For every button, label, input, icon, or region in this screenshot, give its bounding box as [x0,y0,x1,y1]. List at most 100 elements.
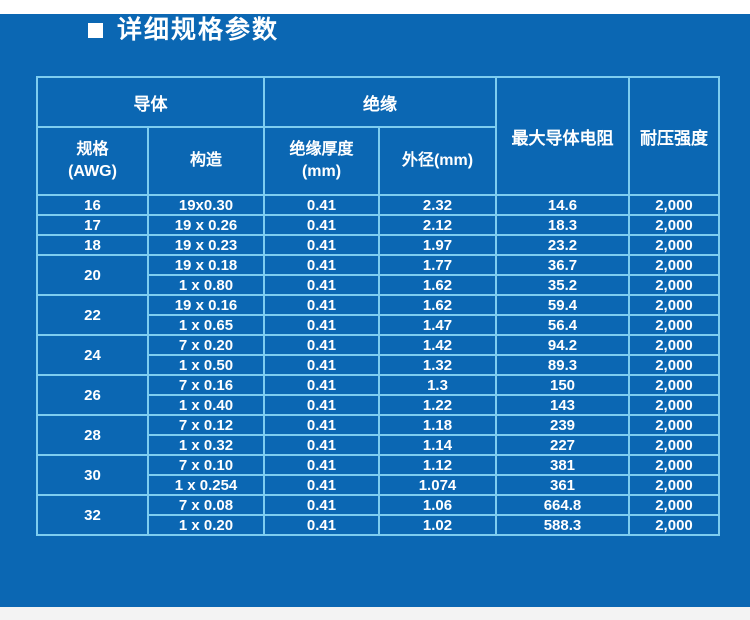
table-cell: 7 x 0.20 [147,334,265,356]
table-cell: 1.22 [378,394,497,416]
table-cell: 2,000 [628,394,720,416]
table-row: 1 x 0.80 0.41 1.62 35.2 2,000 [37,274,720,296]
table-cell: 59.4 [495,294,630,316]
table-cell: 89.3 [495,354,630,376]
table-cell: 0.41 [263,514,380,536]
table-cell: 19 x 0.16 [147,294,265,316]
table-cell: 2,000 [628,334,720,356]
table-cell: 0.41 [263,354,380,376]
table-cell: 0.41 [263,314,380,336]
table-cell: 588.3 [495,514,630,536]
table-cell: 0.41 [263,494,380,516]
subheader-construction: 构造 [147,126,265,196]
header-max-resistance: 最大导体电阻 [495,76,630,196]
table-cell: 1.3 [378,374,497,396]
table-cell: 19x0.30 [147,194,265,216]
subheader-spec-awg: 规格 (AWG) [36,126,149,196]
table-cell: 381 [495,454,630,476]
table-cell: 1.42 [378,334,497,356]
table-cell: 7 x 0.08 [147,494,265,516]
table-cell: 1.47 [378,314,497,336]
table-cell: 1 x 0.254 [147,474,265,496]
table-cell: 1.02 [378,514,497,536]
table-cell: 18.3 [495,214,630,236]
table-cell: 239 [495,414,630,436]
table-cell: 2.32 [378,194,497,216]
table-cell: 1 x 0.40 [147,394,265,416]
table-cell: 1.97 [378,234,497,256]
table-cell: 2,000 [628,234,720,256]
table-cell: 1 x 0.80 [147,274,265,296]
table-row: 26 7 x 0.16 0.41 1.3 150 2,000 [36,374,720,416]
subheader-insulation-thickness: 绝缘厚度 (mm) [263,126,380,196]
section-title-text: 详细规格参数 [117,16,280,44]
table-cell: 19 x 0.26 [147,214,265,236]
table-cell: 1.06 [378,494,497,516]
table-cell: 2,000 [628,354,720,376]
table-cell: 2,000 [628,454,720,476]
table-cell: 1 x 0.50 [147,354,265,376]
table-row: 1 x 0.50 0.41 1.32 89.3 2,000 [37,354,720,376]
bottom-page-strip [0,607,750,620]
table-cell: 0.41 [263,414,380,436]
table-cell: 1 x 0.20 [147,514,265,536]
table-cell: 1.62 [378,294,497,316]
table-cell: 0.41 [263,454,380,476]
table-cell: 23.2 [495,234,630,256]
table-header-group-row: 导体 绝缘 最大导体电阻 耐压强度 [36,76,720,196]
table-row: 17 19 x 0.26 0.41 2.12 18.3 2,000 [36,214,720,236]
table-cell: 2,000 [628,414,720,436]
table-cell: 36.7 [495,254,630,276]
table-cell: 2,000 [628,434,720,456]
header-conductor: 导体 [36,76,265,128]
table-cell: 1.074 [378,474,497,496]
table-cell: 2,000 [628,274,720,296]
table-cell: 2,000 [628,474,720,496]
awg-cell: 30 [36,454,149,496]
table-row: 22 19 x 0.16 0.41 1.62 59.4 2,000 [36,294,720,336]
header-voltage-strength: 耐压强度 [628,76,720,196]
table-body: 16 19x0.30 0.41 2.32 14.6 2,000 17 19 x 0.26 0.4… [36,194,720,536]
table-cell: 1 x 0.32 [147,434,265,456]
awg-cell: 18 [36,234,149,256]
table-cell: 1.12 [378,454,497,476]
table-cell: 0.41 [263,274,380,296]
header-insulation: 绝缘 [263,76,497,128]
awg-cell: 32 [36,494,149,536]
table-cell: 1.32 [378,354,497,376]
table-row: 1 x 0.32 0.41 1.14 227 2,000 [37,434,720,456]
awg-cell: 20 [36,254,149,296]
table-cell: 143 [495,394,630,416]
table-cell: 7 x 0.10 [147,454,265,476]
table-cell: 1.77 [378,254,497,276]
table-cell: 2,000 [628,494,720,516]
table-cell: 2.12 [378,214,497,236]
table-cell: 0.41 [263,374,380,396]
table-cell: 56.4 [495,314,630,336]
table-cell: 14.6 [495,194,630,216]
table-cell: 94.2 [495,334,630,356]
table-cell: 7 x 0.16 [147,374,265,396]
table-row: 30 7 x 0.10 0.41 1.12 381 2,000 [36,454,720,496]
table-cell: 2,000 [628,294,720,316]
table-row: 20 19 x 0.18 0.41 1.77 36.7 2,000 [36,254,720,296]
table-row: 24 7 x 0.20 0.41 1.42 94.2 2,000 [36,334,720,376]
table-row: 18 19 x 0.23 0.41 1.97 23.2 2,000 [36,234,720,256]
table-cell: 227 [495,434,630,456]
table-row: 28 7 x 0.12 0.41 1.18 239 2,000 [36,414,720,456]
table-cell: 0.41 [263,254,380,276]
table-cell: 1.62 [378,274,497,296]
table-cell: 664.8 [495,494,630,516]
table-cell: 2,000 [628,514,720,536]
awg-cell: 16 [36,194,149,216]
table-cell: 35.2 [495,274,630,296]
table-cell: 0.41 [263,294,380,316]
table-cell: 0.41 [263,334,380,356]
table-row: 32 7 x 0.08 0.41 1.06 664.8 2,000 [36,494,720,536]
table-cell: 2,000 [628,374,720,396]
table-cell: 1 x 0.65 [147,314,265,336]
awg-cell: 26 [36,374,149,416]
awg-cell: 22 [36,294,149,336]
table-cell: 0.41 [263,214,380,236]
specification-table: 导体 绝缘 最大导体电阻 耐压强度 规格 (AWG) 构造 绝缘厚度 (mm) … [36,76,720,536]
